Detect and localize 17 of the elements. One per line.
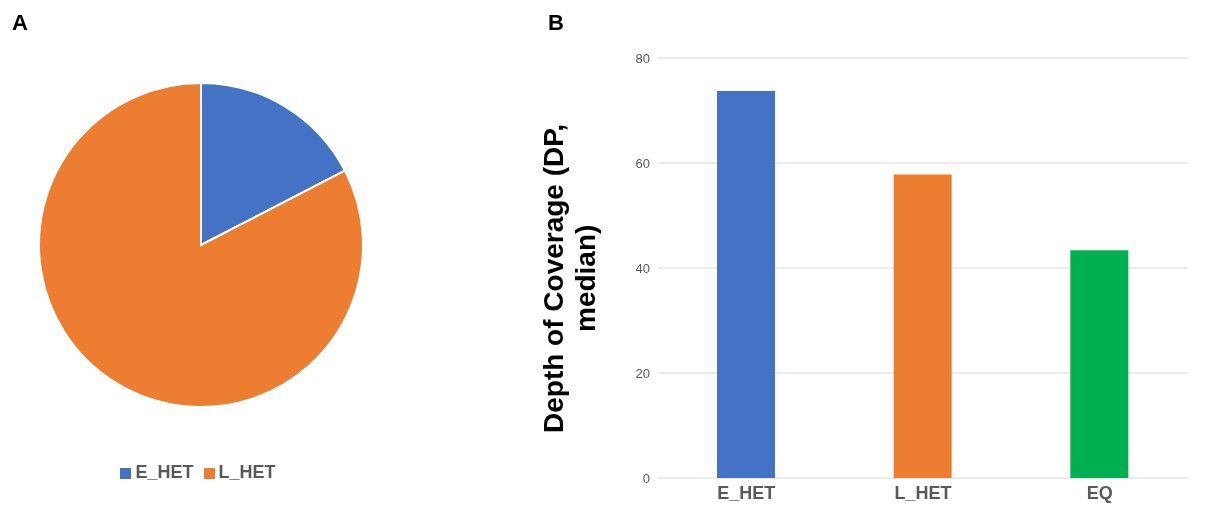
- legend-label: E_HET: [135, 462, 194, 482]
- y-axis-title: Depth of Coverage (DP, median): [538, 122, 602, 435]
- bar: [893, 174, 952, 478]
- y-tick-label: 80: [635, 50, 650, 66]
- bar: [1070, 250, 1129, 478]
- y-tick-label: 0: [642, 470, 650, 486]
- bar: [717, 91, 775, 478]
- x-tick-label: E_HET: [717, 482, 776, 503]
- legend-label: L_HET: [218, 462, 276, 482]
- chart-title: B: [548, 10, 564, 36]
- pie-slice: [38, 82, 364, 408]
- y-tick-label: 20: [635, 365, 650, 381]
- x-tick-label: EQ: [1086, 482, 1113, 503]
- y-tick-label: 60: [635, 155, 650, 171]
- x-tick-label: L_HET: [894, 482, 952, 503]
- chart-title: A: [12, 10, 28, 36]
- y-tick-label: 40: [635, 260, 650, 276]
